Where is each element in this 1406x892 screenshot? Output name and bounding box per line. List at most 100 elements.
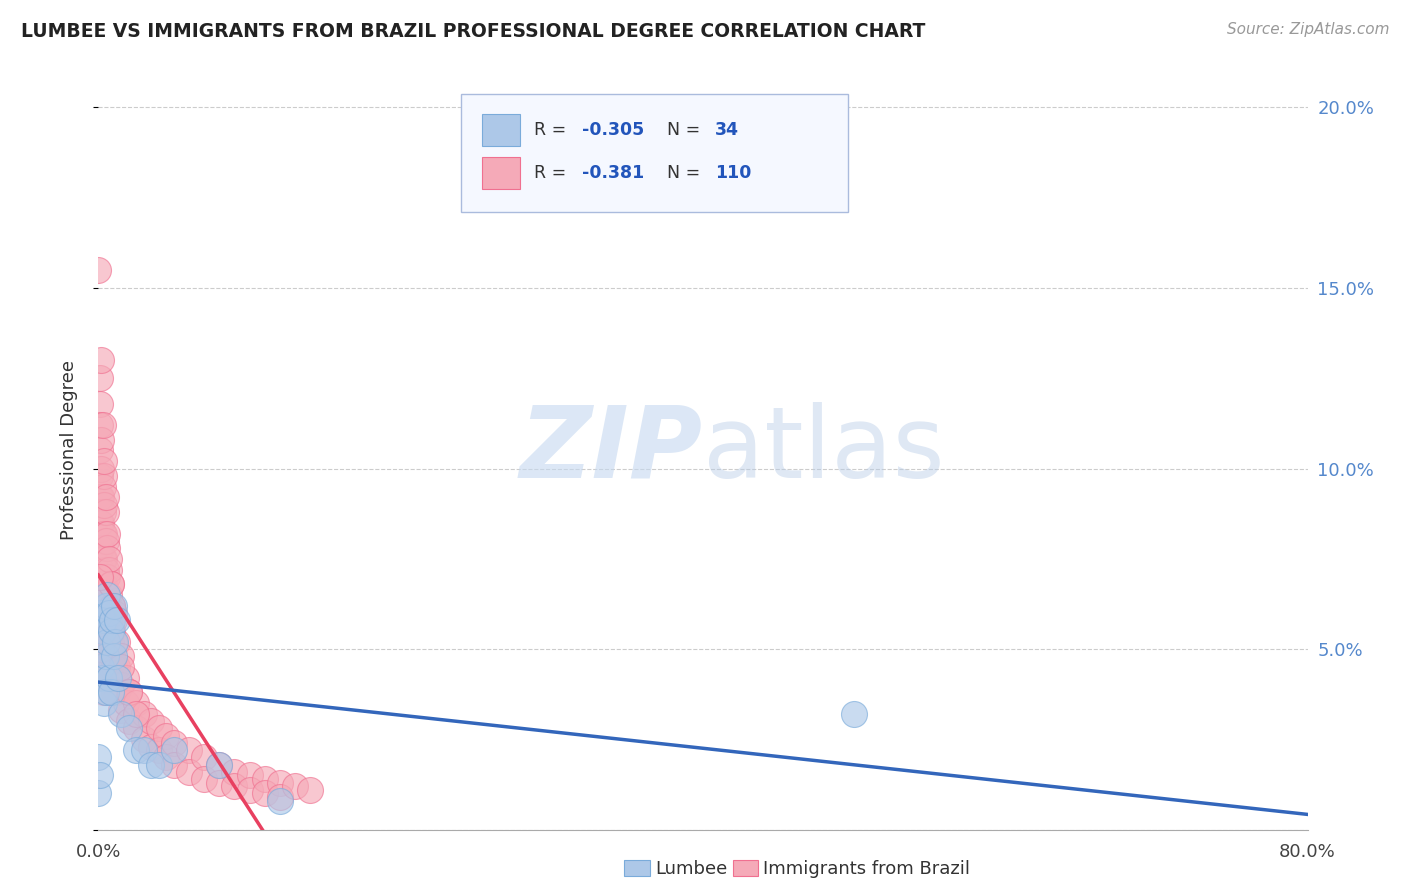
Bar — [482, 157, 520, 189]
Point — [141, 739, 163, 754]
Point — [110, 660, 132, 674]
Point — [87, 787, 110, 801]
Point — [107, 671, 129, 685]
Point — [89, 418, 111, 433]
Point — [132, 743, 155, 757]
FancyBboxPatch shape — [461, 95, 848, 211]
Point — [193, 750, 215, 764]
Point — [89, 541, 111, 555]
Point — [98, 606, 121, 620]
Point — [103, 649, 125, 664]
Point — [96, 599, 118, 613]
Point — [94, 505, 117, 519]
Point — [103, 599, 125, 613]
Point — [96, 526, 118, 541]
Point — [208, 775, 231, 789]
Point — [94, 649, 117, 664]
Point — [98, 613, 121, 627]
Point — [224, 779, 246, 793]
Point — [132, 732, 155, 747]
Point — [105, 660, 128, 674]
Point — [93, 526, 115, 541]
Text: N =: N = — [666, 164, 706, 182]
Point — [89, 396, 111, 410]
Point — [269, 790, 291, 805]
Point — [91, 551, 114, 566]
Bar — [482, 114, 520, 145]
Point — [269, 794, 291, 808]
Point — [100, 606, 122, 620]
Point — [89, 371, 111, 385]
Point — [90, 642, 112, 657]
Point — [91, 671, 114, 685]
Y-axis label: Professional Degree: Professional Degree — [59, 360, 77, 541]
Point — [103, 613, 125, 627]
Point — [101, 599, 124, 613]
Point — [90, 491, 112, 505]
Text: LUMBEE VS IMMIGRANTS FROM BRAZIL PROFESSIONAL DEGREE CORRELATION CHART: LUMBEE VS IMMIGRANTS FROM BRAZIL PROFESS… — [21, 22, 925, 41]
Point — [118, 685, 141, 699]
Point — [100, 577, 122, 591]
Point — [90, 606, 112, 620]
Point — [90, 563, 112, 577]
Point — [90, 516, 112, 530]
Point — [114, 671, 136, 685]
Text: R =: R = — [534, 164, 571, 182]
Point — [96, 624, 118, 638]
Point — [163, 736, 186, 750]
Point — [105, 613, 128, 627]
Point — [91, 479, 114, 493]
Point — [104, 635, 127, 649]
Point — [91, 624, 114, 638]
Point — [163, 757, 186, 772]
Point — [141, 757, 163, 772]
Point — [94, 599, 117, 613]
Point — [148, 757, 170, 772]
Point — [118, 685, 141, 699]
Point — [93, 498, 115, 512]
Point — [224, 764, 246, 779]
Point — [89, 491, 111, 505]
Point — [93, 551, 115, 566]
Point — [105, 635, 128, 649]
Text: 110: 110 — [716, 164, 751, 182]
Point — [299, 782, 322, 797]
Point — [90, 613, 112, 627]
Point — [89, 443, 111, 458]
Point — [148, 722, 170, 736]
Point — [110, 678, 132, 692]
Point — [91, 624, 114, 638]
Point — [98, 551, 121, 566]
Point — [193, 772, 215, 786]
Point — [93, 613, 115, 627]
Point — [103, 660, 125, 674]
Point — [100, 660, 122, 674]
Point — [91, 577, 114, 591]
Text: Source: ZipAtlas.com: Source: ZipAtlas.com — [1226, 22, 1389, 37]
Point — [90, 541, 112, 555]
Point — [125, 706, 148, 721]
Point — [94, 660, 117, 674]
Point — [98, 588, 121, 602]
Point — [100, 624, 122, 638]
Point — [93, 685, 115, 699]
Point — [90, 588, 112, 602]
Point — [94, 635, 117, 649]
Point — [118, 722, 141, 736]
Point — [163, 743, 186, 757]
Point — [94, 491, 117, 505]
Point — [208, 757, 231, 772]
Point — [103, 635, 125, 649]
Point — [179, 764, 201, 779]
Point — [93, 599, 115, 613]
Point — [89, 570, 111, 584]
Point — [90, 353, 112, 368]
Point — [132, 706, 155, 721]
Point — [239, 768, 262, 782]
Point — [90, 433, 112, 447]
Text: Immigrants from Brazil: Immigrants from Brazil — [763, 860, 970, 878]
Point — [118, 714, 141, 729]
Point — [98, 642, 121, 657]
Point — [103, 685, 125, 699]
Point — [94, 533, 117, 548]
